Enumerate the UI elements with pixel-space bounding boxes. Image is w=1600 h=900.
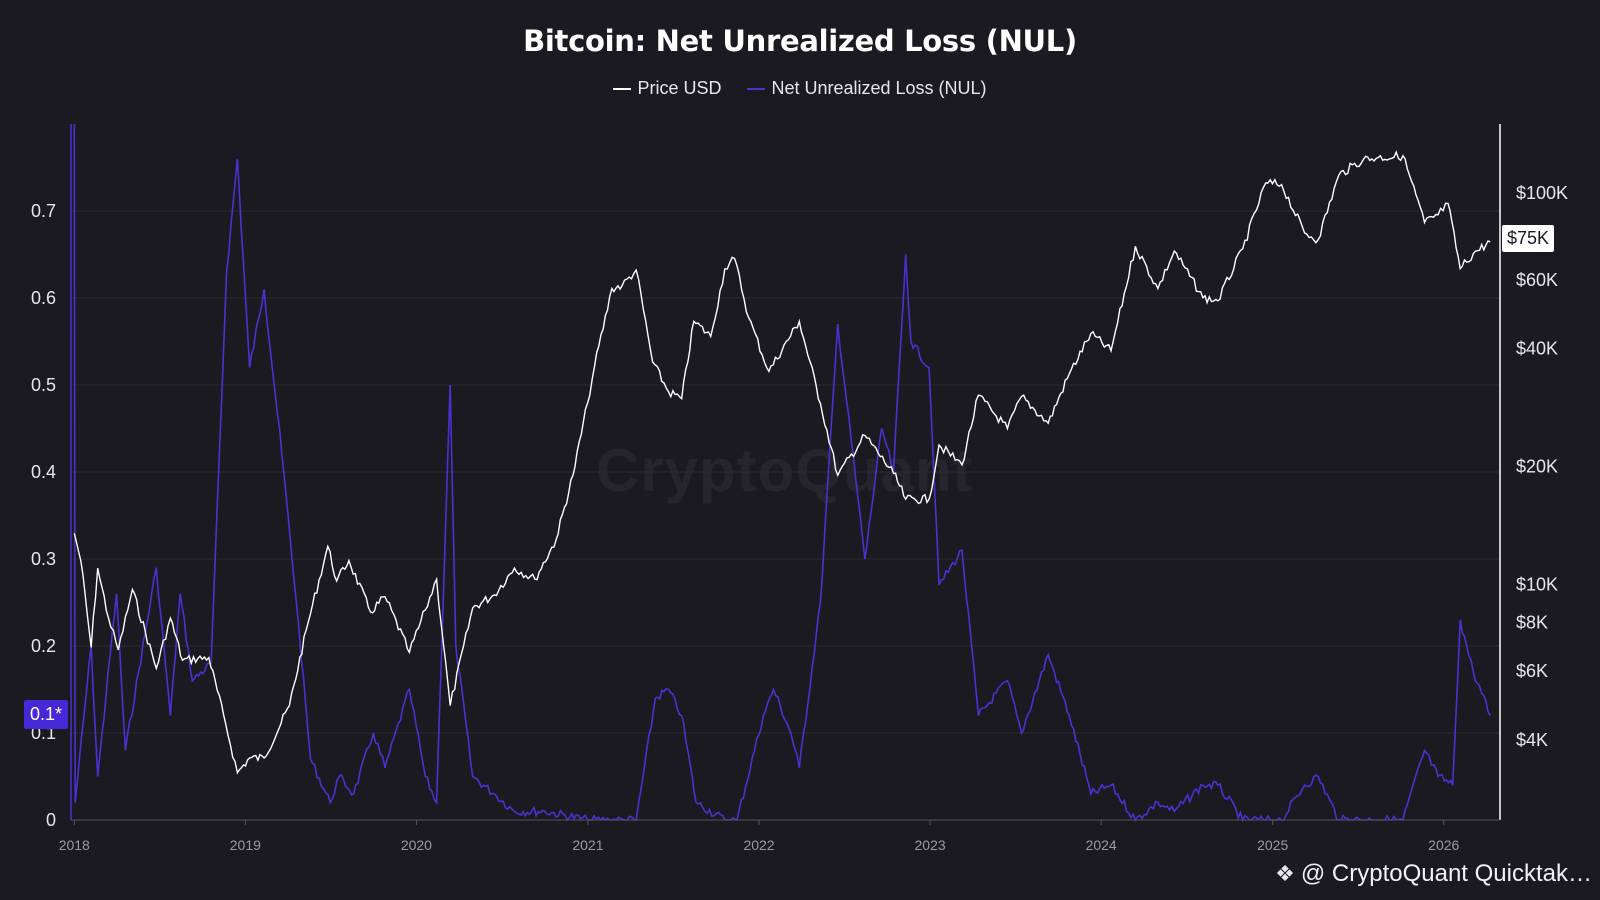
x-tick-label: 2023 [915, 837, 946, 853]
credit-text: @ CryptoQuant Quicktak… [1300, 860, 1592, 887]
left-tick-label: 0.4 [31, 462, 56, 482]
legend-swatch-nul [747, 87, 766, 90]
cryptoquant-logo-icon: ❖ [1275, 861, 1295, 886]
x-tick-label: 2021 [572, 837, 603, 853]
right-tick-label: $60K [1516, 270, 1558, 290]
x-tick-label: 2018 [59, 837, 90, 853]
right-tick-label: $6K [1516, 661, 1548, 681]
credit-footer[interactable]: ❖ @ CryptoQuant Quicktak… [1275, 860, 1592, 888]
right-tick-label: $40K [1516, 339, 1558, 359]
legend-label-nul: Net Unrealized Loss (NUL) [771, 78, 987, 98]
right-tick-label: $20K [1516, 457, 1558, 477]
right-tick-label: $10K [1516, 574, 1558, 594]
right-tick-label: $100K [1516, 183, 1568, 203]
x-tick-label: 2026 [1428, 837, 1459, 853]
left-tick-label: 0.6 [31, 288, 56, 308]
current-nul-label: 0.1* [24, 700, 69, 729]
chart-title: Bitcoin: Net Unrealized Loss (NUL) [523, 24, 1077, 58]
legend-item-nul[interactable]: Net Unrealized Loss (NUL) [747, 78, 987, 99]
grid-lines [71, 210, 1500, 734]
current-price-label: $75K [1502, 225, 1555, 252]
left-axis: 00.10.20.30.40.50.60.7 [31, 201, 56, 830]
x-axis: 2018 2019 2020 2021 2022 2023 2024 2025 2026 [59, 820, 1460, 853]
legend-label-price: Price USD [637, 78, 722, 98]
series-line-price [73, 150, 1491, 775]
x-tick-label: 2024 [1086, 837, 1117, 853]
left-tick-label: 0.5 [31, 375, 56, 395]
x-tick-label: 2019 [230, 837, 261, 853]
left-tick-label: 0.2 [31, 636, 56, 656]
left-tick-label: 0 [46, 810, 56, 830]
x-tick-label: 2025 [1257, 837, 1288, 853]
legend-swatch-price [613, 87, 632, 90]
right-tick-label: $4K [1516, 730, 1548, 750]
left-tick-label: 0.3 [31, 549, 56, 569]
right-tick-label: $8K [1516, 612, 1548, 632]
chart-legend: Price USD Net Unrealized Loss (NUL) [0, 78, 1600, 99]
watermark-logo: CryptoQuant [596, 437, 974, 504]
left-tick-label: 0.7 [31, 201, 56, 221]
x-tick-label: 2022 [743, 837, 774, 853]
right-axis: $4K $6K $8K $10K $20K $40K $60K $100K [1516, 183, 1568, 750]
x-tick-label: 2020 [401, 837, 432, 853]
legend-item-price[interactable]: Price USD [613, 78, 721, 99]
